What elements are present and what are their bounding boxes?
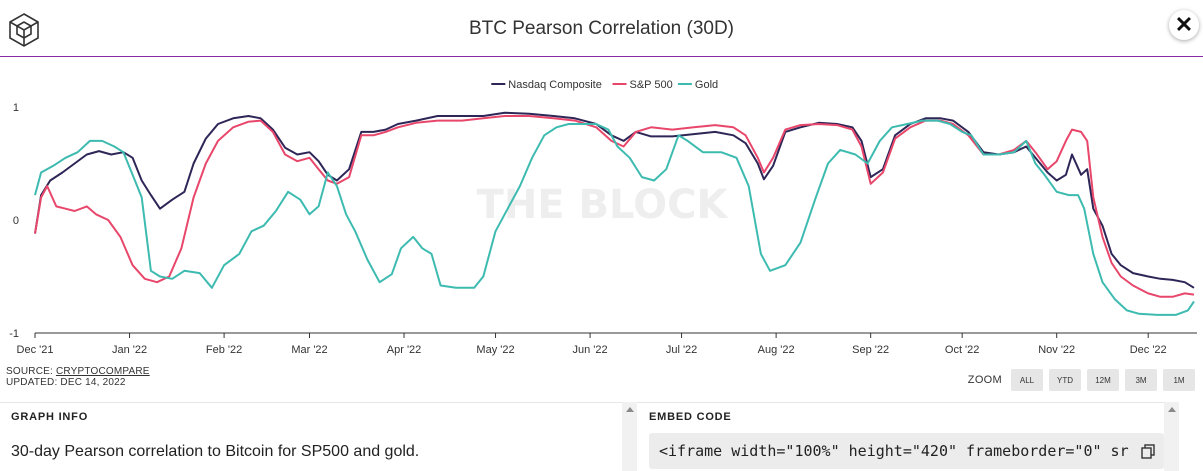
chart-watermark: THE BLOCK — [477, 182, 730, 228]
x-tick-label: Apr '22 — [387, 344, 422, 356]
y-tick-label: -1 — [9, 328, 19, 340]
x-tick-label: Sep '22 — [852, 344, 889, 356]
legend-item: S&P 500 — [630, 79, 673, 91]
chart-svg[interactable]: THE BLOCK Nasdaq Composite S&P 500 Gold 1 0… — [0, 58, 1203, 363]
close-icon: ✕ — [1174, 12, 1194, 37]
zoom-ytd-button[interactable]: YTD — [1049, 369, 1081, 391]
y-tick-label: 0 — [13, 215, 19, 227]
series-line[interactable] — [34, 119, 1195, 316]
zoom-1m-button[interactable]: 1M — [1163, 369, 1195, 391]
graph-info-panel: GRAPH INFO 30-day Pearson correlation to… — [0, 402, 622, 471]
zoom-3m-button[interactable]: 3M — [1125, 369, 1157, 391]
embed-code-scrollbar[interactable] — [1164, 402, 1179, 471]
y-tick-label: 1 — [13, 102, 19, 114]
copy-icon[interactable] — [1140, 443, 1156, 459]
graph-info-text: 30-day Pearson correlation to Bitcoin fo… — [11, 443, 420, 460]
x-tick-label: Dec '21 — [17, 344, 54, 356]
x-tick-label: Jun '22 — [573, 344, 608, 356]
x-tick-label: May '22 — [476, 344, 514, 356]
scroll-up-arrow-icon[interactable] — [1168, 407, 1176, 412]
chart-axes: 1 0 -1 Dec '21 Jan '22 Feb '22 Mar '22 Apr '22 M… — [9, 102, 1197, 356]
zoom-12m-button[interactable]: 12M — [1087, 369, 1119, 391]
source-prefix: SOURCE: — [6, 366, 56, 377]
embed-code-text[interactable]: <iframe width="100%" height="420" frameb… — [659, 442, 1129, 460]
scroll-up-arrow-icon[interactable] — [626, 407, 634, 412]
zoom-label: ZOOM — [967, 374, 1002, 386]
zoom-controls: ZOOM ALL YTD 12M 3M 1M — [968, 369, 1195, 391]
source-info: SOURCE: CRYPTOCOMPARE UPDATED: DEC 14, 2… — [6, 366, 150, 388]
graph-info-title: GRAPH INFO — [11, 411, 89, 423]
page-title: BTC Pearson Correlation (30D) — [468, 18, 735, 39]
correlation-chart[interactable]: THE BLOCK Nasdaq Composite S&P 500 Gold 1 0… — [0, 58, 1203, 363]
x-tick-label: Feb '22 — [206, 344, 242, 356]
graph-info-scrollbar[interactable] — [622, 402, 637, 471]
source-link[interactable]: CRYPTOCOMPARE — [55, 366, 150, 377]
embed-code-title: EMBED CODE — [649, 411, 732, 423]
x-tick-label: Aug '22 — [758, 344, 795, 356]
series-line[interactable] — [34, 115, 1195, 298]
x-tick-label: Nov '22 — [1038, 344, 1075, 356]
x-tick-label: Jan '22 — [112, 344, 147, 356]
x-tick-label: Oct '22 — [945, 344, 980, 356]
embed-code-panel: EMBED CODE <iframe width="100%" height="… — [637, 402, 1164, 471]
legend-item: Nasdaq Composite — [508, 79, 602, 91]
chart-series — [34, 111, 1195, 316]
x-tick-label: Mar '22 — [291, 344, 327, 356]
chart-legend: Nasdaq Composite S&P 500 Gold — [491, 79, 718, 91]
zoom-all-button[interactable]: ALL — [1011, 369, 1043, 391]
x-tick-label: Jul '22 — [666, 344, 697, 356]
close-button[interactable]: ✕ — [1169, 10, 1199, 40]
x-tick-label: Dec '22 — [1130, 344, 1167, 356]
updated-date: UPDATED: DEC 14, 2022 — [6, 377, 126, 388]
legend-item: Gold — [695, 79, 718, 91]
embed-code-box[interactable]: <iframe width="100%" height="420" frameb… — [649, 433, 1164, 469]
the-block-cube-icon[interactable] — [6, 11, 42, 47]
chart-header: BTC Pearson Correlation (30D) ✕ — [0, 0, 1203, 57]
